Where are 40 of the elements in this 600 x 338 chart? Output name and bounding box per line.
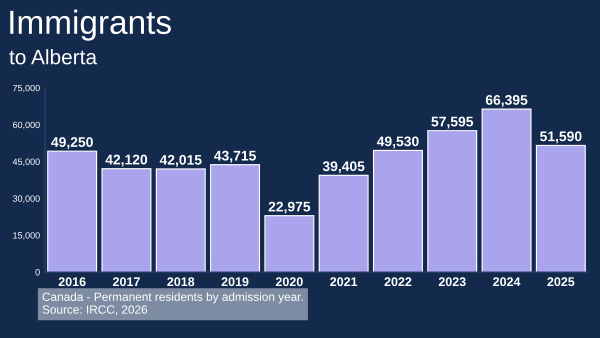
bar — [210, 164, 260, 272]
x-tick-label: 2016 — [58, 277, 86, 286]
data-label: 43,715 — [214, 150, 256, 163]
data-label: 49,530 — [376, 136, 419, 148]
x-tick-label: 2019 — [222, 277, 248, 286]
data-label: 39,405 — [322, 161, 365, 174]
bar — [482, 108, 532, 272]
x-tick-label: 2021 — [330, 277, 358, 286]
source-note: Source: IRCC, 2026 — [42, 305, 148, 316]
bar — [47, 150, 98, 272]
y-tick-label: 30,000 — [12, 195, 40, 203]
y-tick-label: 75,000 — [12, 84, 40, 92]
data-label: 42,120 — [105, 154, 148, 167]
y-tick-label: 45,000 — [12, 158, 40, 166]
bar — [318, 174, 369, 272]
bar — [264, 215, 314, 272]
y-tick-label: 60,000 — [12, 122, 40, 130]
bar — [372, 150, 423, 272]
x-tick-label: 2025 — [547, 277, 574, 286]
bar — [536, 144, 586, 272]
x-tick-label: 2023 — [438, 277, 466, 286]
x-tick-label: 2024 — [493, 277, 520, 286]
y-tick-label: 15,000 — [13, 232, 40, 240]
data-label: 22,975 — [268, 202, 310, 214]
data-label: 49,250 — [51, 137, 93, 150]
bar — [156, 168, 206, 272]
x-tick-label: 2022 — [384, 277, 412, 286]
data-label: 66,395 — [486, 95, 528, 107]
data-label: 42,015 — [160, 154, 202, 167]
bar — [427, 130, 478, 272]
bar — [101, 168, 152, 272]
data-label: 51,590 — [540, 131, 582, 144]
chart-title: Immigrants — [10, 10, 171, 41]
data-label: 57,595 — [431, 116, 474, 129]
x-tick-label: 2020 — [276, 277, 303, 286]
text: Canada - Permanent residents by admission year. — [42, 292, 303, 304]
chart-subtitle: to Alberta — [9, 49, 98, 64]
x-tick-label: 2018 — [167, 277, 194, 286]
x-tick-label: 2017 — [112, 277, 140, 286]
y-tick-label: 0 — [35, 269, 40, 276]
